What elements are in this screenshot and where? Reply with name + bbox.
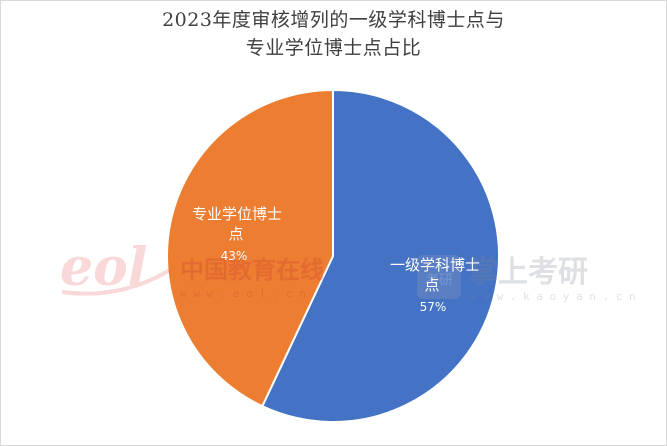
slice-label-orange-line-2: 点: [228, 225, 243, 243]
pie-slice-blue: [260, 88, 500, 423]
eol-swoosh: [61, 268, 172, 296]
chart-title-line-1: 2023年度审核增列的一级学科博士点与: [162, 9, 505, 31]
kaoyan-watermark: 考研 掌上考研 w w w . k a o y a n . c n: [417, 255, 636, 303]
kaoyan-cn-name: 掌上考研: [468, 255, 588, 290]
slice-pct-blue: 57%: [420, 300, 447, 314]
chart-title: 2023年度审核增列的一级学科博士点与 专业学位博士点占比: [0, 6, 667, 62]
eol-url: w w w . e o l . c n: [180, 287, 306, 300]
slice-label-blue-line-1: 一级学科博士: [390, 256, 480, 274]
pie-slices: [166, 88, 500, 423]
slice-pct-orange: 43%: [221, 249, 248, 263]
eol-cn-name: 中国教育在线: [180, 256, 324, 284]
slice-label-blue: 一级学科博士 点 57%: [390, 256, 480, 314]
eol-logo: eol: [60, 237, 148, 298]
slice-label-orange: 专业学位博士 点 43%: [192, 205, 282, 263]
eol-watermark: eol 中国教育在线 w w w . e o l . c n: [60, 237, 324, 300]
pie-slice-orange: [166, 88, 334, 408]
kaoyan-badge-text: 考研: [425, 273, 453, 289]
kaoyan-url: w w w . k a o y a n . c n: [470, 290, 636, 303]
slice-label-orange-line-1: 专业学位博士: [192, 205, 282, 223]
slice-label-blue-line-2: 点: [424, 276, 439, 294]
chart-title-line-2: 专业学位博士点占比: [245, 37, 422, 59]
kaoyan-badge: [417, 255, 461, 299]
